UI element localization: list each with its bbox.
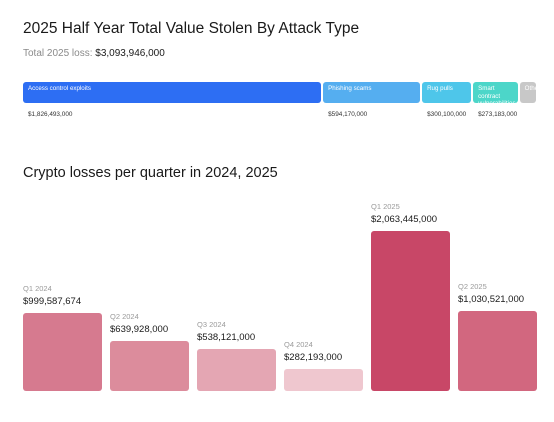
segment-smart-contract-vulnerabilities: Smart contract vulnerabilities	[473, 82, 518, 107]
bar-q4-2024	[284, 369, 363, 391]
attack-type-stacked-bar: Access control exploits $1,826,493,000 Phi…	[23, 82, 541, 122]
bar-q3-2024	[197, 349, 276, 391]
segment-label: Other	[524, 85, 541, 92]
bar-category-label: Q2 2025	[458, 282, 487, 292]
chart-title: 2025 Half Year Total Value Stolen By Att…	[23, 20, 360, 37]
segment-value: $1,826,493,000	[28, 111, 73, 118]
bar-category-label: Q3 2024	[197, 320, 226, 330]
bar-q2-2024	[110, 341, 189, 391]
segment-value: $273,183,000	[478, 111, 518, 118]
bar-category-label: Q1 2024	[23, 284, 52, 294]
quarter-bar-chart: $999,587,674 Q1 2024 $639,928,000 Q2 2024 $5…	[0, 190, 554, 400]
total-loss: Total 2025 loss: $3,093,946,000	[23, 48, 165, 59]
bar-value-label: $2,063,445,000	[371, 214, 438, 225]
bar-value-label: $538,121,000	[197, 332, 256, 344]
bar-category-label: Q4 2024	[284, 340, 313, 350]
quarter-chart-title: Crypto losses per quarter in 2024, 2025	[23, 165, 278, 181]
bar-category-label: Q2 2024	[110, 312, 139, 322]
bar-q1-2024	[23, 313, 102, 391]
segment-label: Phishing scams	[328, 85, 372, 92]
bar-q2-2025	[458, 311, 537, 391]
bar-q1-2025	[371, 231, 450, 391]
total-loss-value: $3,093,946,000	[95, 48, 165, 59]
bar-value-label: $639,928,000	[110, 324, 169, 336]
segment-rug-pulls: Rug pulls	[422, 82, 472, 103]
segment-label: Access control exploits	[28, 85, 91, 92]
segment-value: $594,170,000	[328, 111, 368, 118]
bar-value-label: $282,193,000	[284, 352, 343, 364]
segment-label: Rug pulls	[427, 85, 453, 92]
bar-category-label: Q1 2025	[371, 202, 400, 211]
segment-label: Smart contract vulnerabilities	[478, 85, 516, 107]
bar-value-label: $1,030,521,000	[458, 294, 525, 306]
segment-phishing-scams: Phishing scams	[323, 82, 421, 103]
total-loss-label: Total 2025 loss:	[23, 48, 93, 59]
segment-other: Other	[519, 82, 541, 103]
segment-value: $300,100,000	[427, 111, 467, 118]
bar-value-label: $999,587,674	[23, 296, 82, 308]
segment-access-control-exploits: Access control exploits	[23, 82, 322, 103]
